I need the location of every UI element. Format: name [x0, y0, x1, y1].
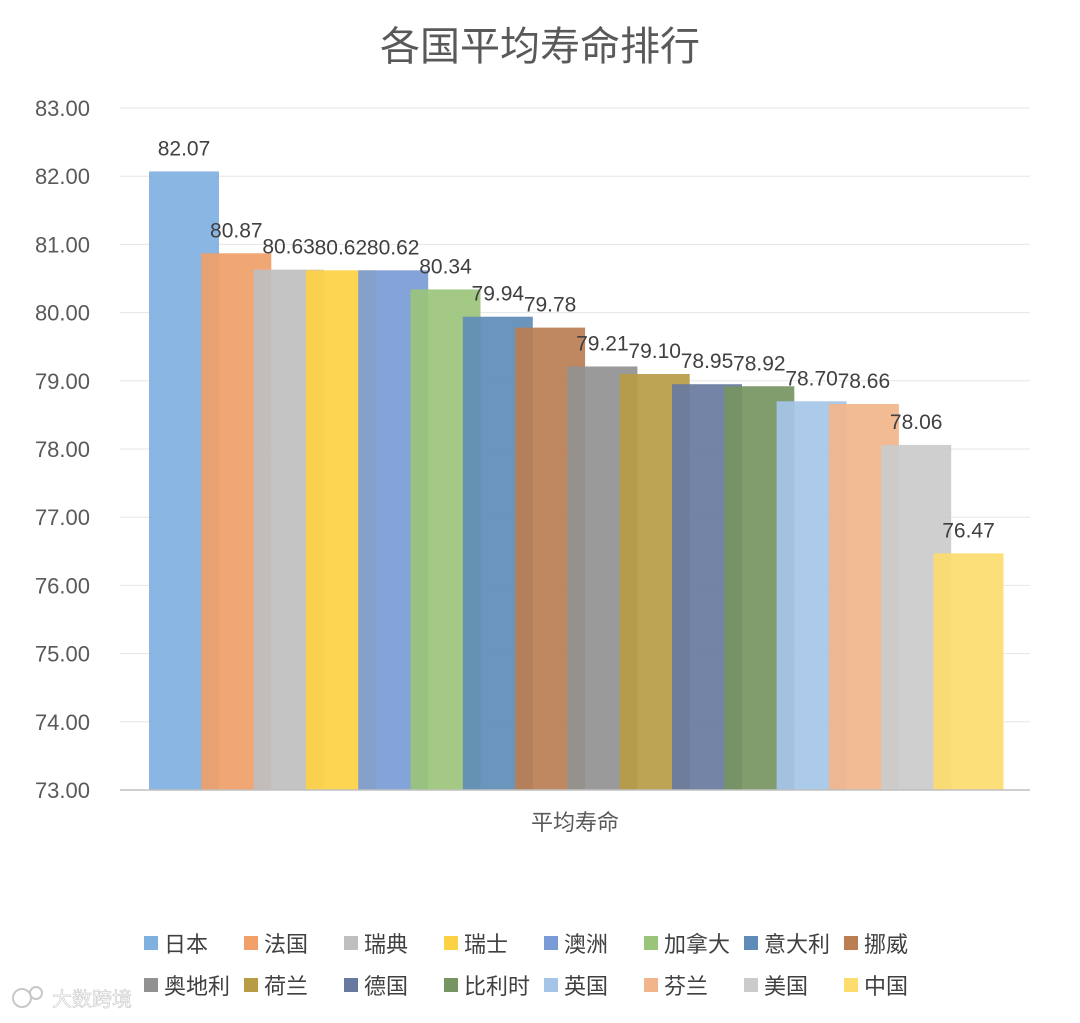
legend-label: 瑞典	[364, 933, 408, 958]
legend-label: 澳洲	[564, 933, 608, 958]
legend-swatch	[644, 978, 658, 992]
legend-label: 芬兰	[664, 975, 708, 1000]
y-tick-label: 78.00	[35, 437, 90, 462]
y-tick-label: 81.00	[35, 232, 90, 257]
legend-label: 瑞士	[464, 933, 508, 958]
y-tick-label: 82.00	[35, 164, 90, 189]
legend-swatch	[844, 978, 858, 992]
chart-title: 各国平均寿命排行	[380, 24, 700, 70]
legend-label: 意大利	[764, 933, 830, 958]
y-axis-tick-labels: 73.00 74.00 75.00 76.00 77.00 78.00 79.00 80.00…	[35, 96, 90, 803]
legend-label: 荷兰	[264, 975, 308, 1000]
y-tick-label: 79.00	[35, 369, 90, 394]
bar-16	[933, 553, 1004, 790]
legend-label: 中国	[864, 975, 908, 1000]
data-label: 78.70	[785, 367, 838, 390]
data-label: 76.47	[942, 519, 995, 542]
y-tick-label: 83.00	[35, 96, 90, 121]
data-label: 80.62	[315, 236, 368, 259]
data-label: 80.34	[419, 255, 472, 278]
legend-label: 挪威	[864, 933, 908, 958]
legend-label: 比利时	[464, 975, 530, 1000]
legend-swatch	[244, 978, 258, 992]
legend-swatch	[544, 978, 558, 992]
legend-label: 美国	[764, 975, 808, 1000]
data-label: 82.07	[158, 137, 211, 160]
data-label: 78.92	[733, 352, 786, 375]
legend-label: 日本	[164, 933, 208, 958]
y-tick-label: 75.00	[35, 642, 90, 667]
y-tick-label: 80.00	[35, 301, 90, 326]
y-tick-label: 74.00	[35, 710, 90, 735]
legend-swatch	[744, 936, 758, 950]
legend-swatch	[344, 936, 358, 950]
legend-swatch	[444, 936, 458, 950]
watermark: 大数跨境	[12, 986, 132, 1011]
data-label: 78.66	[838, 370, 891, 393]
y-tick-label: 77.00	[35, 505, 90, 530]
data-label: 78.06	[890, 411, 943, 434]
legend-label: 奥地利	[164, 975, 230, 1000]
legend-swatch	[444, 978, 458, 992]
data-label: 79.10	[628, 340, 681, 363]
legend-swatch	[744, 978, 758, 992]
data-label: 79.94	[472, 283, 525, 306]
legend-label: 加拿大	[664, 932, 730, 958]
legend-label: 德国	[364, 975, 408, 1000]
legend-swatch	[344, 978, 358, 992]
y-tick-label: 76.00	[35, 573, 90, 598]
data-label: 79.21	[576, 332, 629, 355]
bars	[149, 171, 1004, 791]
legend-swatch	[844, 936, 858, 950]
legend-swatch	[644, 936, 658, 950]
data-label: 80.63	[262, 236, 315, 259]
data-label: 78.95	[681, 350, 734, 373]
y-tick-label: 73.00	[35, 778, 90, 803]
data-label: 80.62	[367, 236, 420, 259]
legend-swatch	[144, 978, 158, 992]
watermark-text: 大数跨境	[52, 987, 132, 1011]
watermark-logo-icon	[12, 986, 43, 1008]
x-axis-category-label: 平均寿命	[531, 811, 619, 836]
legend-swatch	[144, 936, 158, 950]
data-label: 80.87	[210, 219, 263, 242]
legend-label: 英国	[564, 975, 608, 1000]
legend-label: 法国	[264, 933, 308, 958]
legend-swatch	[244, 936, 258, 950]
legend-swatch	[544, 936, 558, 950]
data-label: 79.78	[524, 294, 577, 317]
